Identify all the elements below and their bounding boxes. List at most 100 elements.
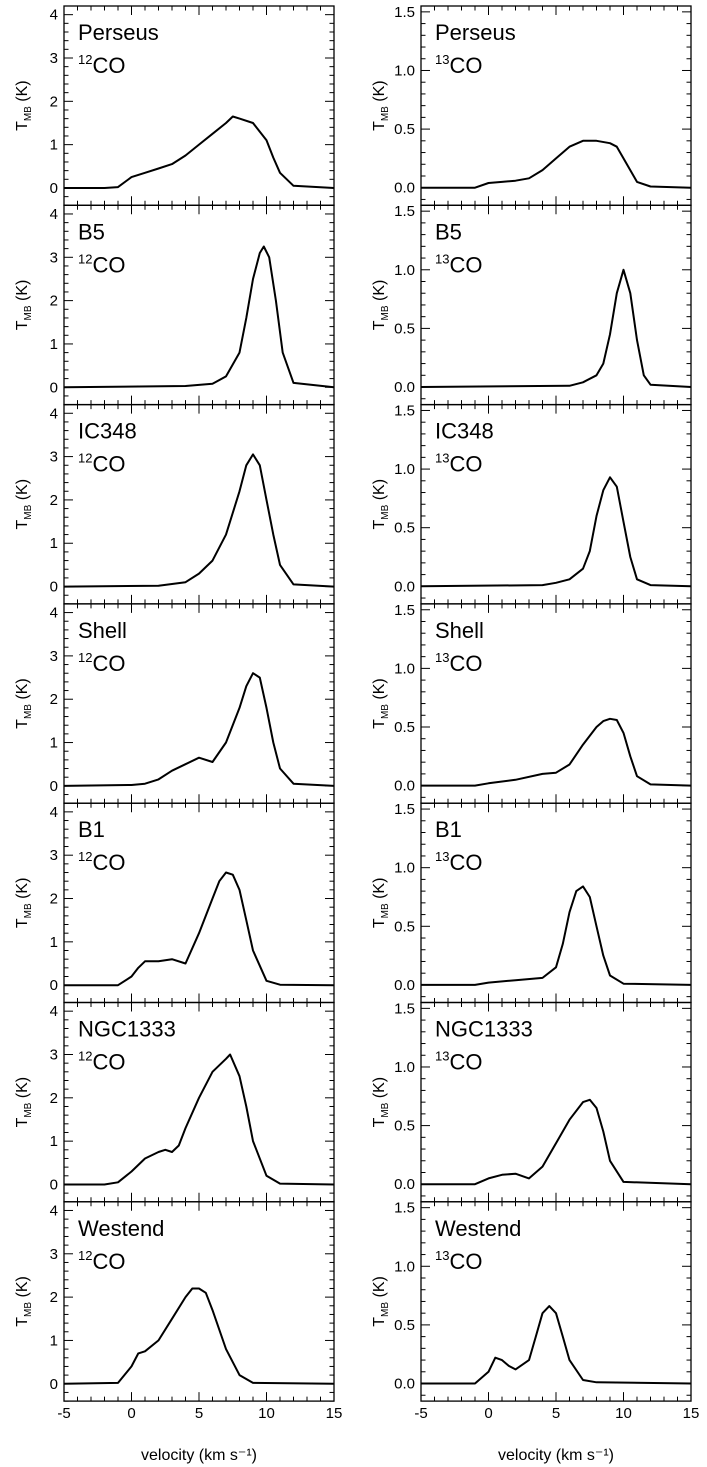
panel-region-label: Shell bbox=[78, 618, 127, 643]
y-tick-label: 0.0 bbox=[394, 977, 415, 994]
y-tick-label: 0.5 bbox=[394, 1317, 415, 1334]
y-tick-label: 0.5 bbox=[394, 918, 415, 935]
y-axis-label: TMB (K) bbox=[371, 678, 391, 729]
y-axis-label: TMB (K) bbox=[371, 280, 391, 331]
spectrum-line bbox=[64, 1053, 335, 1186]
y-tick-label: 1 bbox=[50, 1133, 58, 1150]
y-tick-label: 2 bbox=[50, 93, 58, 110]
spectrum-line bbox=[64, 115, 335, 189]
y-tick-label: 1.5 bbox=[394, 203, 415, 220]
y-axis-label: TMB (K) bbox=[14, 80, 34, 131]
y-tick-label: 2 bbox=[50, 891, 58, 908]
x-tick-label: 5 bbox=[552, 1405, 560, 1422]
panel-westend-13co: 0.0 0.5 1.0 1.5 -5 0 5 10 15 TMB (K) Westend 13CO bbox=[371, 1200, 699, 1422]
y-tick-label: 4 bbox=[50, 206, 58, 223]
y-tick-label: 3 bbox=[50, 1246, 58, 1263]
y-tick-label: 1 bbox=[50, 934, 58, 951]
y-tick-label: 4 bbox=[50, 7, 58, 24]
x-axis-label-left: velocity (km s⁻¹) bbox=[141, 1447, 257, 1464]
y-tick-label: 1.5 bbox=[394, 1200, 415, 1217]
panel-shell-13co: 0.0 0.5 1.0 1.5 TMB (K) Shell 13CO bbox=[371, 602, 692, 804]
y-tick-label: 1.0 bbox=[394, 1059, 415, 1076]
spectrum-line bbox=[420, 476, 692, 588]
y-axis-label: TMB (K) bbox=[371, 80, 391, 131]
y-tick-label: 1.0 bbox=[394, 660, 415, 677]
y-tick-label: 0.5 bbox=[394, 1118, 415, 1135]
y-tick-label: 1 bbox=[50, 735, 58, 752]
y-tick-label: 1.0 bbox=[394, 860, 415, 877]
y-tick-label: 2 bbox=[50, 293, 58, 310]
y-axis-label: TMB (K) bbox=[14, 1077, 34, 1128]
y-tick-label: 0 bbox=[50, 579, 58, 596]
y-axis-label: TMB (K) bbox=[14, 678, 34, 729]
spectrum-line bbox=[421, 1098, 692, 1186]
spectrum-line bbox=[64, 871, 335, 987]
y-tick-label: 4 bbox=[50, 605, 58, 622]
panel-b1-13co: 0.0 0.5 1.0 1.5 TMB (K) B1 13CO bbox=[371, 801, 692, 1004]
y-tick-label: 4 bbox=[50, 1003, 58, 1020]
panel-region-label: B5 bbox=[78, 219, 105, 244]
y-tick-label: 3 bbox=[50, 648, 58, 665]
y-axis-label: TMB (K) bbox=[14, 280, 34, 331]
x-tick-label: 10 bbox=[258, 1405, 275, 1422]
spectrum-line bbox=[63, 672, 335, 787]
y-tick-label: 1 bbox=[50, 1332, 58, 1349]
y-tick-label: 3 bbox=[50, 50, 58, 67]
spectrum-line bbox=[421, 1305, 692, 1385]
y-tick-label: 1.5 bbox=[394, 4, 415, 21]
x-axis-label-right: velocity (km s⁻¹) bbox=[498, 1447, 614, 1464]
panel-region-label: B1 bbox=[435, 817, 462, 842]
spectrum-line bbox=[63, 1287, 335, 1385]
y-tick-label: 0.0 bbox=[394, 379, 415, 396]
panel-line-label: 13CO bbox=[435, 849, 482, 875]
y-tick-label: 1.0 bbox=[394, 1258, 415, 1275]
y-tick-label: 3 bbox=[50, 449, 58, 466]
y-tick-label: 0.0 bbox=[394, 778, 415, 795]
x-tick-label: 15 bbox=[683, 1405, 700, 1422]
panel-region-label: Perseus bbox=[435, 20, 516, 45]
spectrum-line bbox=[420, 268, 692, 388]
panel-line-label: 12CO bbox=[78, 650, 125, 676]
y-tick-label: 0 bbox=[50, 1376, 58, 1393]
y-tick-label: 0.5 bbox=[394, 121, 415, 138]
panel-line-label: 13CO bbox=[435, 52, 482, 78]
y-tick-label: 0.0 bbox=[394, 1376, 415, 1393]
panel-line-label: 12CO bbox=[78, 849, 125, 875]
panel-region-label: Westend bbox=[435, 1216, 521, 1241]
panel-perseus-12co: 0 1 2 3 4 TMB (K) Perseus 12CO bbox=[14, 5, 335, 206]
y-tick-label: 4 bbox=[50, 804, 58, 821]
panel-line-label: 12CO bbox=[78, 52, 125, 78]
y-axis-label: TMB (K) bbox=[371, 479, 391, 530]
panel-line-label: 13CO bbox=[435, 1248, 482, 1274]
x-tick-label: 0 bbox=[484, 1405, 492, 1422]
panel-region-label: Shell bbox=[435, 618, 484, 643]
y-axis-label: TMB (K) bbox=[371, 1276, 391, 1327]
x-tick-label: -5 bbox=[414, 1405, 427, 1422]
y-tick-label: 0 bbox=[50, 180, 58, 197]
y-axis-label: TMB (K) bbox=[371, 878, 391, 929]
spectrum-line bbox=[421, 885, 692, 986]
y-axis-label: TMB (K) bbox=[371, 1077, 391, 1128]
spectra-panels: 0 1 2 3 4 TMB (K) Perseus 12CO 0 1 2 3 4 TMB (K) B5 12C… bbox=[14, 4, 699, 1422]
panel-b5-12co: 0 1 2 3 4 TMB (K) B5 12CO bbox=[14, 204, 335, 406]
panel-region-label: NGC1333 bbox=[435, 1017, 533, 1042]
y-tick-label: 3 bbox=[50, 1046, 58, 1063]
y-tick-label: 0.5 bbox=[394, 520, 415, 537]
y-tick-label: 0.5 bbox=[394, 320, 415, 337]
y-tick-label: 0 bbox=[50, 1176, 58, 1193]
y-tick-label: 0.0 bbox=[394, 180, 415, 197]
y-tick-label: 0.0 bbox=[394, 578, 415, 595]
panel-westend-12co: 0 1 2 3 4 -5 0 5 10 15 TMB (K) Westend 12CO bbox=[14, 1201, 343, 1422]
panel-ngc1333-12co: 0 1 2 3 4 TMB (K) NGC1333 12CO bbox=[14, 1001, 335, 1203]
x-tick-label: 5 bbox=[195, 1405, 203, 1422]
panel-region-label: B5 bbox=[435, 219, 462, 244]
panel-ngc1333-13co: 0.0 0.5 1.0 1.5 TMB (K) NGC1333 13CO bbox=[371, 1000, 692, 1203]
x-tick-label: 15 bbox=[326, 1405, 343, 1422]
panel-region-label: NGC1333 bbox=[78, 1017, 176, 1042]
panel-region-label: B1 bbox=[78, 817, 105, 842]
y-tick-label: 1.5 bbox=[394, 602, 415, 619]
x-tick-label: 0 bbox=[127, 1405, 135, 1422]
panel-line-label: 13CO bbox=[435, 1049, 482, 1075]
